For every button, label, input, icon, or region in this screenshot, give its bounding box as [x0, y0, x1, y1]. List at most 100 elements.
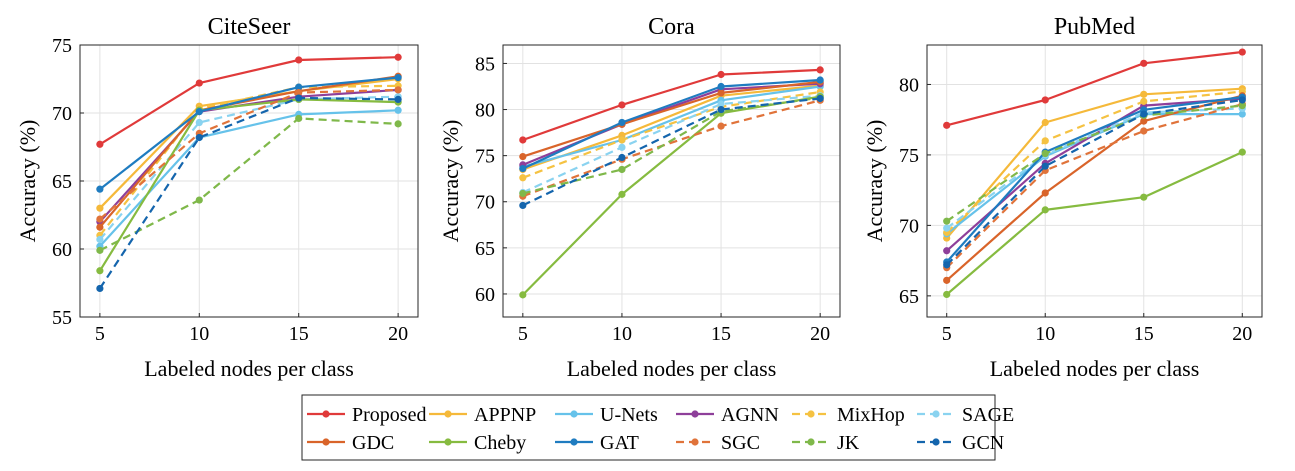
data-point	[1140, 59, 1148, 67]
x-axis-label: Labeled nodes per class	[990, 356, 1200, 381]
legend-label: JK	[837, 432, 860, 454]
data-point	[96, 235, 104, 244]
data-point	[1041, 206, 1049, 214]
legend-label: GAT	[600, 432, 639, 454]
series-line	[522, 68, 821, 142]
legend-label: MixHop	[837, 404, 905, 426]
data-point	[394, 86, 402, 94]
data-point	[1238, 96, 1246, 104]
data-point	[96, 185, 104, 193]
legend-label: GCN	[962, 432, 1004, 454]
data-point	[295, 94, 303, 102]
data-point	[96, 267, 104, 275]
data-point	[96, 284, 104, 293]
data-point	[717, 89, 725, 97]
series-line	[945, 96, 1243, 263]
legend-label: U-Nets	[600, 404, 658, 426]
data-point	[943, 224, 951, 232]
data-point	[1041, 149, 1049, 158]
legend-marker	[807, 410, 815, 418]
data-point	[618, 165, 626, 174]
data-point	[394, 53, 402, 61]
legend-item-appnp: APPNP	[429, 404, 536, 426]
data-point	[195, 133, 203, 142]
data-point	[96, 223, 104, 231]
axes-frame	[926, 44, 1263, 318]
data-point	[1238, 148, 1246, 156]
data-point	[717, 100, 725, 108]
series-gat	[943, 93, 1246, 266]
data-point	[195, 79, 203, 87]
legend-marker	[570, 410, 578, 418]
chart-panel-citeseer: 5 10 15 20 55 60 65 70 75 CiteSeer Labeled nodes p…	[15, 14, 419, 381]
data-point	[1140, 110, 1148, 118]
data-point	[816, 76, 824, 84]
data-point	[295, 114, 303, 123]
legend-item-proposed: Proposed	[307, 404, 426, 426]
legend-marker	[691, 410, 699, 418]
y-tick-label: 75	[475, 146, 495, 168]
x-tick-label: 15	[1134, 323, 1154, 345]
chart-title: CiteSeer	[208, 14, 291, 40]
y-axis-label: Accuracy (%)	[862, 120, 887, 243]
legend-item-gcn: GCN	[917, 432, 1004, 454]
data-point	[1041, 96, 1049, 104]
x-tick-label: 20	[1232, 323, 1252, 345]
series-gcn	[96, 94, 402, 293]
data-point	[943, 121, 951, 129]
data-point	[1041, 189, 1049, 197]
x-tick-label: 10	[189, 323, 209, 345]
legend-label: AGNN	[721, 404, 779, 426]
y-tick-label: 65	[475, 238, 495, 260]
data-point	[717, 105, 725, 114]
data-point	[1238, 102, 1246, 110]
legend-item-u-nets: U-Nets	[555, 404, 658, 426]
chart-title: PubMed	[1054, 14, 1135, 40]
legend-marker	[932, 438, 940, 446]
data-point	[1238, 110, 1246, 118]
chart-title: Cora	[648, 14, 695, 40]
legend-marker	[691, 438, 699, 446]
data-point	[394, 95, 402, 103]
series-gdc	[96, 72, 402, 231]
chart-panel-pubmed: 5 10 15 20 65 70 75 80 PubMed Labeled nodes per c…	[862, 14, 1263, 381]
series-line	[946, 50, 1243, 127]
series-line	[99, 88, 399, 220]
series-line	[522, 96, 821, 195]
x-tick-label: 5	[942, 323, 952, 345]
data-point	[943, 247, 951, 255]
legend-item-gdc: GDC	[307, 432, 394, 454]
data-point	[96, 215, 104, 223]
data-point	[1140, 97, 1148, 105]
series-line	[945, 94, 1243, 282]
series-line	[945, 87, 1243, 239]
data-point	[618, 190, 626, 198]
legend-marker	[807, 438, 815, 446]
data-point	[618, 143, 626, 151]
series-gcn	[519, 94, 824, 210]
legend-label: SAGE	[962, 404, 1014, 426]
data-point	[519, 291, 527, 299]
y-tick-label: 85	[475, 53, 495, 75]
data-point	[1140, 90, 1148, 98]
data-point	[295, 56, 303, 64]
data-point	[1140, 193, 1148, 201]
data-point	[717, 122, 725, 130]
series-line	[99, 88, 399, 223]
legend-marker	[444, 438, 452, 446]
series-line	[99, 76, 399, 191]
y-tick-label: 80	[899, 74, 919, 96]
legend-item-jk: JK	[792, 432, 860, 454]
y-tick-label: 70	[899, 215, 919, 237]
legend-item-gat: GAT	[555, 432, 639, 454]
x-tick-label: 15	[711, 323, 731, 345]
series-proposed	[943, 48, 1246, 129]
x-axis-label: Labeled nodes per class	[144, 356, 354, 381]
data-point	[295, 83, 303, 91]
data-point	[96, 140, 104, 148]
series-cheby	[96, 95, 402, 275]
series-appnp	[943, 85, 1246, 242]
data-point	[1041, 118, 1049, 127]
series-line	[945, 103, 1243, 269]
data-point	[943, 276, 951, 284]
